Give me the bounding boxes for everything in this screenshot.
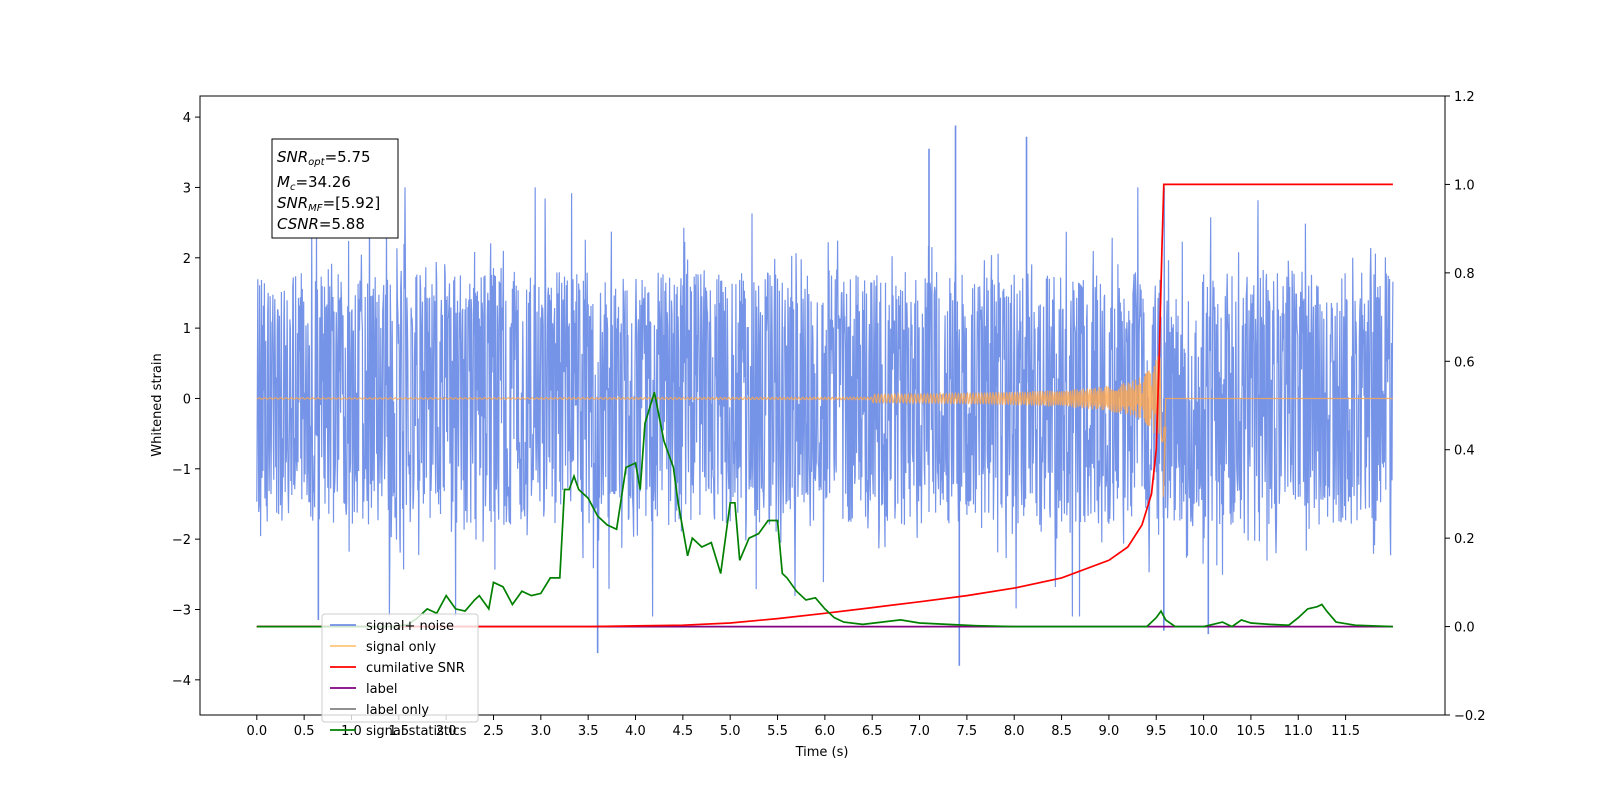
x-tick-label: 2.5 [483,724,504,739]
x-tick-label: 8.5 [1051,724,1072,739]
annotation-frame [271,138,399,239]
plot-frame [199,95,1446,716]
y-right-tick-label: 0.0 [1454,621,1475,636]
series-signal-statistics [256,391,1393,628]
x-tick-label: 0.0 [246,724,267,739]
y-tick-label: −3 [172,603,191,618]
x-tick-label: 1.0 [341,724,362,739]
y-tick-label: −4 [172,674,191,689]
x-tick-label: 2.0 [436,724,457,739]
legend-label: label [366,682,397,697]
y-right-tick-label: 0.6 [1454,355,1475,370]
x-tick-label: 6.5 [862,724,883,739]
legend-label: signal statistics [366,724,467,739]
x-tick-label: 11.5 [1331,724,1360,739]
x-tick-label: 0.5 [294,724,315,739]
y-axis-right-ticks: −0.2 0.0 0.2 0.4 0.6 0.8 1.0 1.2 [1445,90,1486,724]
y-tick-label: −1 [172,463,191,478]
x-tick-label: 4.0 [625,724,646,739]
x-tick-label: 10.5 [1236,724,1265,739]
x-tick-label: 4.5 [673,724,694,739]
y-right-tick-label: 0.4 [1454,444,1475,459]
x-tick-label: 11.0 [1284,724,1313,739]
y-axis-left-ticks: −4 −3 −2 −1 0 1 2 3 4 [172,111,200,689]
y-tick-label: 2 [183,252,191,267]
legend-frame [321,613,479,723]
legend-label: label only [366,703,429,718]
x-tick-label: 7.0 [909,724,930,739]
y-tick-label: 1 [183,322,191,337]
y-tick-label: −2 [172,533,191,548]
legend-label: cumilative SNR [366,661,465,676]
y-tick-label: 4 [183,111,191,126]
series-signal-noise [256,187,1394,617]
series-signal-only [256,356,1393,497]
legend-label: signal+ noise [366,619,454,634]
y-right-tick-label: 1.0 [1454,178,1475,193]
y-right-tick-label: 1.2 [1454,90,1475,105]
y-axis-label: Whitened strain [150,353,165,456]
x-tick-label: 3.0 [530,724,551,739]
x-tick-label: 1.5 [388,724,409,739]
x-tick-label: 6.0 [815,724,836,739]
x-tick-label: 10.0 [1189,724,1218,739]
annotation-line-snr-mf: SNRMF=[5.92] [277,194,380,214]
annotation-line-csnr: CSNR=5.88 [277,215,365,233]
annotation-box: SNRopt=5.75 Mc=34.26 SNRMF=[5.92] CSNR=5… [271,138,399,239]
x-tick-label: 3.5 [578,724,599,739]
y-right-tick-label: 0.8 [1454,267,1475,282]
x-tick-label: 5.0 [720,724,741,739]
y-right-tick-label: 0.2 [1454,532,1475,547]
x-axis-label: Time (s) [795,745,849,760]
x-tick-label: 7.5 [957,724,978,739]
x-tick-label: 8.0 [1004,724,1025,739]
x-tick-label: 5.5 [767,724,788,739]
y-tick-label: 0 [183,392,191,407]
y-right-tick-label: −0.2 [1454,709,1486,724]
legend-label: signal only [366,640,436,655]
x-tick-label: 9.0 [1099,724,1120,739]
legend: signal+ noise signal only cumilative SNR la… [321,613,479,739]
annotation-line-mc: Mc=34.26 [277,173,351,193]
annotation-line-snr-opt: SNRopt=5.75 [277,148,371,168]
series-cumulative-snr [256,183,1393,628]
x-tick-label: 9.5 [1146,724,1167,739]
y-tick-label: 3 [183,181,191,196]
